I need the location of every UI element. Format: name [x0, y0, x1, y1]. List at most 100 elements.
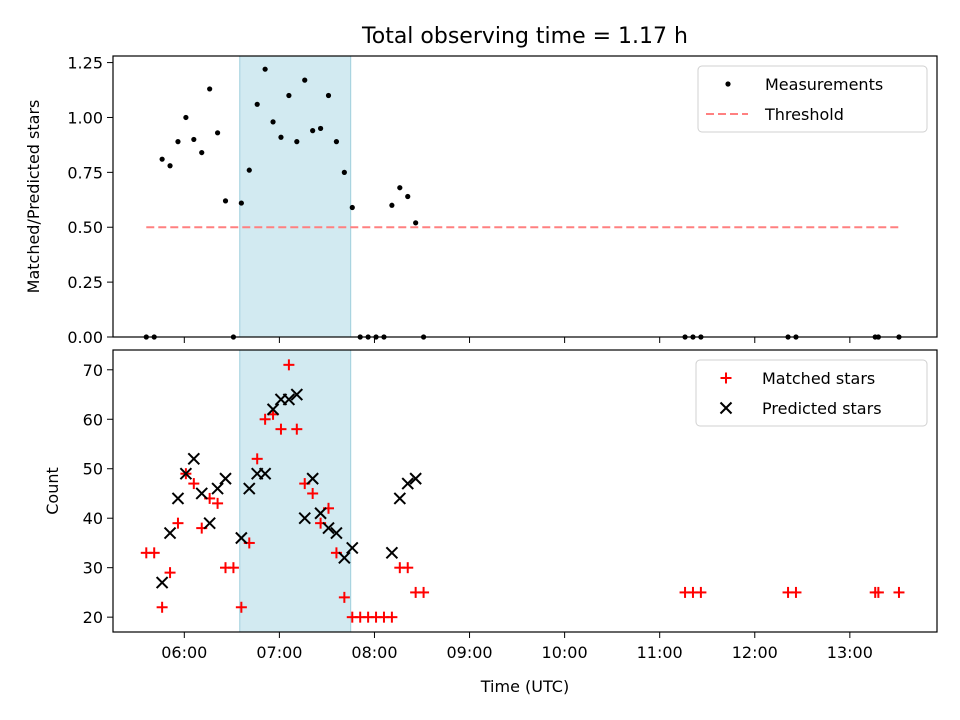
x-tick-label: 07:00	[256, 643, 302, 662]
measurement-point	[199, 149, 205, 156]
predicted-star-marker	[322, 521, 335, 535]
predicted-star-marker	[338, 551, 351, 564]
x-tick-label: 12:00	[732, 643, 778, 662]
predicted-star-marker	[219, 472, 232, 485]
measurement-point	[167, 163, 173, 169]
legend: Matched stars Predicted stars	[695, 359, 928, 427]
matched-star-marker	[251, 453, 263, 465]
matched-star-marker	[872, 586, 884, 598]
measurement-point	[294, 139, 300, 145]
measurement-point	[405, 193, 411, 200]
predicted-star-marker	[409, 472, 422, 485]
predicted-star-marker	[282, 393, 296, 406]
measurement-point	[262, 66, 268, 72]
predicted-star-marker	[235, 531, 248, 545]
measurement-point	[333, 139, 340, 145]
measurement-point	[397, 185, 403, 191]
y-axis-label: Matched/Predicted stars	[24, 100, 43, 294]
legend-box	[697, 65, 928, 133]
predicted-star-marker	[314, 507, 327, 520]
matched-star-marker	[790, 586, 802, 598]
legend-label: Threshold	[764, 105, 844, 124]
legend-box	[695, 359, 928, 427]
marks	[143, 66, 902, 340]
measurement-point	[278, 134, 284, 140]
y-axis-label: Count	[43, 467, 62, 515]
measurement-point	[302, 77, 308, 83]
y-tick-label: 1.00	[67, 108, 103, 127]
matched-star-marker	[402, 562, 414, 574]
count-panel: 20 30 40 50 60 70 Count 06:00 07:00 08:00 09:00 10:…	[43, 349, 938, 696]
predicted-star-marker	[330, 526, 343, 540]
predicted-star-marker	[195, 487, 208, 500]
matched-star-marker	[695, 586, 707, 598]
y-tick-label: 30	[83, 559, 103, 578]
predicted-star-marker	[171, 492, 185, 505]
y-tick-label: 0.00	[67, 328, 103, 347]
y-tick-label: 1.25	[67, 54, 103, 73]
y-tick-label: 70	[83, 361, 103, 380]
matched-star-marker	[172, 517, 184, 529]
measurement-point	[222, 198, 229, 204]
y-tick-label: 40	[83, 509, 103, 528]
predicted-star-marker	[298, 512, 311, 525]
predicted-star-marker	[306, 472, 319, 485]
legend-item: Threshold	[706, 105, 844, 124]
measurement-point	[191, 136, 197, 143]
legend-marker	[720, 372, 732, 384]
y-tick-label: 0.50	[67, 218, 103, 237]
legend-label: Matched stars	[762, 369, 875, 388]
predicted-star-marker	[211, 482, 224, 495]
measurement-point	[413, 220, 419, 226]
legend-marker	[719, 401, 733, 415]
measurement-point	[246, 167, 252, 173]
measurement-point	[183, 114, 189, 121]
x-tick-label: 10:00	[542, 643, 588, 662]
predicted-star-marker	[346, 541, 359, 555]
predicted-star-marker	[163, 526, 177, 540]
matched-star-marker	[307, 487, 319, 499]
chart-title: Total observing time = 1.17 h	[361, 24, 688, 49]
legend: Measurements Threshold	[697, 65, 928, 133]
legend-label: Measurements	[765, 75, 883, 94]
x-tick-label: 06:00	[161, 643, 207, 662]
predicted-star-marker	[243, 482, 256, 495]
matched-star-marker	[156, 601, 168, 613]
x-tick-label: 09:00	[446, 643, 492, 662]
measurement-point	[214, 130, 221, 136]
matched-star-marker	[386, 611, 398, 623]
y-tick-label: 0.75	[67, 163, 103, 182]
measurement-point	[341, 169, 347, 175]
measurement-point	[207, 86, 213, 92]
predicted-star-marker	[385, 546, 399, 560]
matched-star-marker	[275, 423, 287, 435]
x-tick-label: 08:00	[351, 643, 397, 662]
matched-star-marker	[418, 586, 430, 598]
y-tick-label: 0.25	[67, 273, 103, 292]
predicted-star-marker	[266, 403, 280, 416]
measurement-point	[159, 156, 165, 162]
predicted-star-marker	[393, 492, 407, 505]
predicted-star-marker	[179, 467, 193, 480]
measurement-point	[270, 119, 276, 125]
measurement-point	[317, 125, 324, 132]
marks	[140, 359, 905, 623]
matched-star-marker	[188, 478, 200, 490]
matched-star-marker	[227, 562, 239, 574]
matched-star-marker	[148, 547, 160, 559]
matched-star-marker	[259, 413, 271, 425]
y-tick-label: 50	[83, 460, 103, 479]
measurement-point	[310, 128, 316, 134]
x-tick-label: 13:00	[827, 643, 873, 662]
matched-star-marker	[291, 423, 303, 435]
predicted-star-marker	[290, 388, 304, 401]
x-tick-label: 11:00	[637, 643, 683, 662]
x-axis-label: Time (UTC)	[480, 677, 569, 696]
matched-star-marker	[212, 497, 224, 509]
predicted-star-marker	[258, 467, 272, 480]
matched-star-marker	[283, 359, 295, 371]
legend-label: Predicted stars	[762, 399, 882, 418]
legend-item: Predicted stars	[719, 399, 882, 418]
predicted-star-marker	[203, 516, 216, 530]
measurement-point	[389, 202, 395, 208]
